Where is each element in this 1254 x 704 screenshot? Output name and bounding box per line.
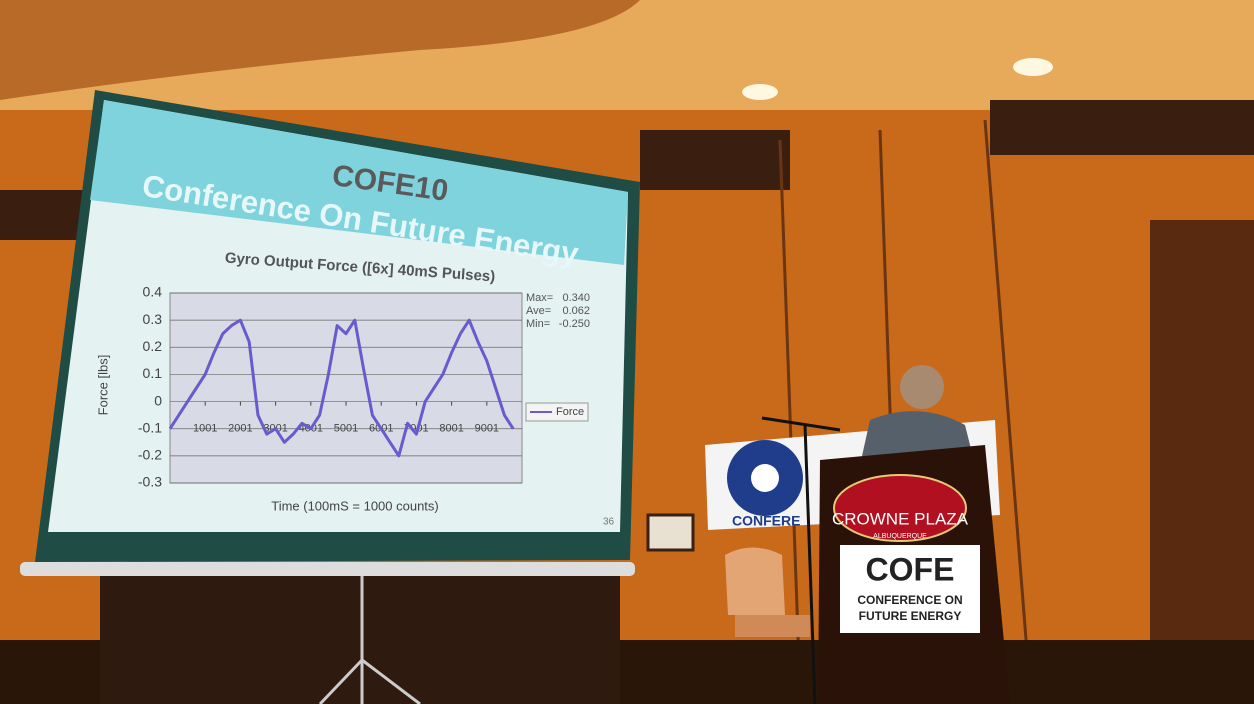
x-tick-label: 8001	[439, 422, 463, 434]
y-tick-label: 0.4	[143, 284, 163, 300]
podium-hotel: CROWNE PLAZA	[832, 509, 969, 528]
x-tick-label: 2001	[228, 422, 252, 434]
stat-value: 0.340	[562, 292, 590, 304]
wall-trim	[640, 130, 790, 190]
stat-value: 0.062	[562, 305, 590, 317]
banner-text: CONFERE	[732, 513, 800, 529]
chair	[725, 548, 785, 616]
stat-value: -0.250	[559, 318, 590, 330]
stat-label: Ave=	[526, 305, 551, 317]
doorway	[1150, 220, 1254, 640]
x-tick-label: 1001	[193, 422, 217, 434]
speaker-head	[900, 365, 944, 409]
y-tick-label: 0.1	[143, 365, 163, 381]
ceiling-light	[1013, 58, 1053, 76]
y-tick-label: 0.2	[143, 338, 163, 354]
podium-city: ALBUQUERQUE	[873, 533, 927, 540]
x-tick-label: 9001	[475, 422, 499, 434]
y-axis-label: Force [lbs]	[95, 355, 110, 416]
screen-case	[20, 562, 635, 576]
podium-logo: COFE	[866, 551, 955, 587]
banner-logo	[751, 464, 779, 492]
chair	[735, 615, 810, 637]
photo: COFE10 Conference On Future Energy 36 Gy…	[0, 0, 1254, 704]
legend-label: Force	[556, 406, 584, 418]
y-tick-label: 0	[154, 392, 162, 408]
y-tick-label: 0.3	[143, 311, 163, 327]
wall-trim	[0, 190, 90, 240]
wood-wall	[100, 570, 620, 704]
stat-label: Min=	[526, 318, 550, 330]
wall-trim	[990, 100, 1254, 155]
podium-sign-line: CONFERENCE ON	[857, 593, 962, 607]
x-tick-label: 5001	[334, 422, 358, 434]
y-tick-label: -0.1	[138, 419, 162, 435]
y-tick-label: -0.2	[138, 447, 162, 463]
stat-label: Max=	[526, 292, 553, 304]
podium-sign-line: FUTURE ENERGY	[859, 609, 962, 623]
ceiling-light	[742, 84, 778, 100]
x-axis-label: Time (100mS = 1000 counts)	[271, 498, 439, 513]
y-tick-label: -0.3	[138, 474, 162, 490]
slide-number: 36	[603, 517, 615, 528]
wall-frame	[648, 515, 693, 550]
podium-emblem	[834, 475, 966, 541]
